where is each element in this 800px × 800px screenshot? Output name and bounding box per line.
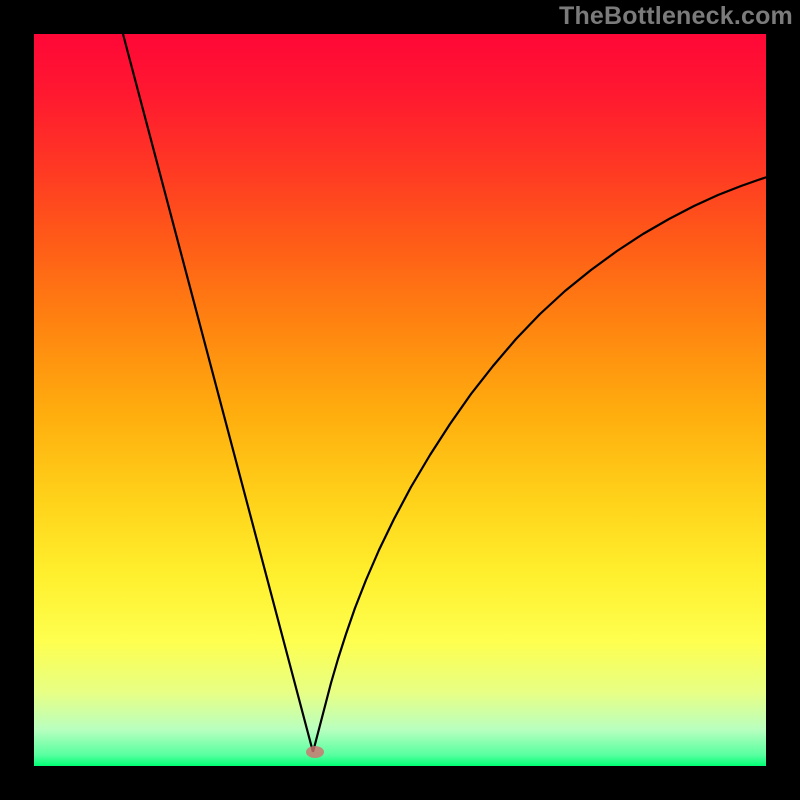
chart-container: TheBottleneck.com [0, 0, 800, 800]
plot-background [34, 34, 766, 766]
watermark: TheBottleneck.com [559, 2, 793, 31]
minimum-dot [306, 746, 324, 758]
curve-layer [0, 0, 800, 800]
